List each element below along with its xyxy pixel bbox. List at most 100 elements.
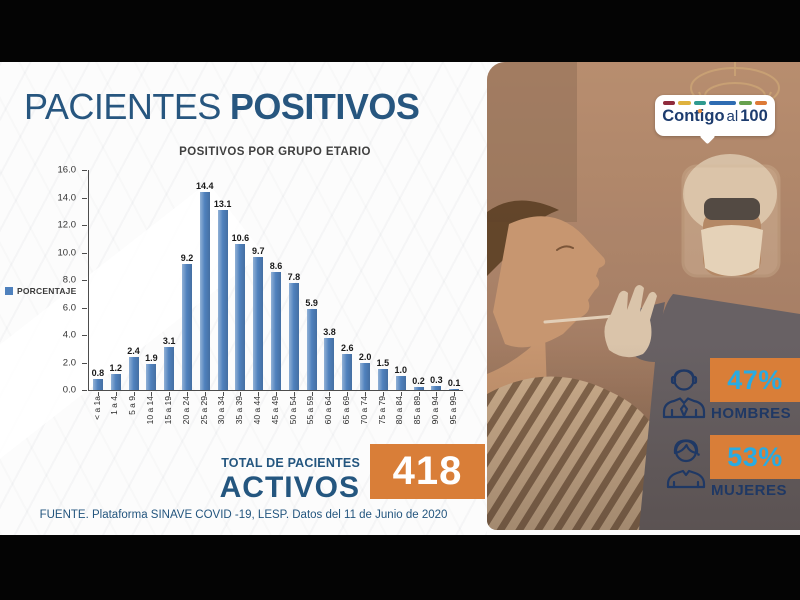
bar xyxy=(271,271,282,390)
x-slot: 55 a 59 xyxy=(302,396,320,448)
legend-swatch xyxy=(5,287,13,295)
x-tick-label: 20 a 24 xyxy=(180,396,191,425)
bar xyxy=(360,362,371,390)
y-tick-label: 0.0 xyxy=(62,384,76,396)
logo-word-contigo: Contigo xyxy=(662,107,725,125)
x-tick-label: 30 a 34 xyxy=(216,396,227,425)
bar-value-label: 7.8 xyxy=(287,271,301,282)
y-tick-label: 6.0 xyxy=(62,301,76,313)
page-title-regular: PACIENTES xyxy=(24,86,221,127)
x-tick-label: 35 a 39 xyxy=(234,396,245,425)
bar xyxy=(235,244,246,390)
x-slot: 95 a 99 xyxy=(444,396,462,448)
chart-legend: PORCENTAJE xyxy=(5,286,76,296)
x-slot: 30 a 34 xyxy=(213,396,231,448)
x-slot: 5 a 9 xyxy=(124,396,142,448)
x-tick-label: 40 a 44 xyxy=(251,396,262,425)
y-tick-mark xyxy=(82,252,87,254)
x-slot: 10 a 14 xyxy=(141,396,159,448)
x-slot: 45 a 49 xyxy=(266,396,284,448)
x-tick-label: 1 a 4 xyxy=(109,396,120,415)
y-tick-mark xyxy=(82,335,87,336)
bar-slot: 2.6 xyxy=(338,170,356,396)
bar xyxy=(217,209,228,390)
mujeres-percent: 53% xyxy=(727,441,783,472)
x-slot: 1 a 4 xyxy=(106,396,124,448)
hombres-value-box: 47% xyxy=(710,358,800,402)
y-tick-mark xyxy=(82,362,87,364)
bar-value-label: 8.6 xyxy=(269,260,283,271)
x-slot: 70 a 74 xyxy=(355,396,373,448)
bar-slot: 0.3 xyxy=(427,170,445,396)
x-tick-label: 55 a 59 xyxy=(305,396,316,425)
x-slot: 15 a 19 xyxy=(159,396,177,448)
bar-slot: 13.1 xyxy=(213,170,232,396)
mujeres-value-box: 53% xyxy=(710,435,800,479)
bar-value-label: 2.4 xyxy=(127,346,140,356)
total-value-box: 418 xyxy=(370,444,485,499)
bar-value-label: 2.6 xyxy=(341,343,354,354)
bar-slot: 14.4 xyxy=(196,170,214,396)
x-tick-label: 80 a 84 xyxy=(394,396,405,425)
bar xyxy=(110,373,121,390)
bar xyxy=(253,256,264,390)
bar-slot: 3.8 xyxy=(321,170,339,396)
bars-row: 0.8 1.2 2.4 1.9 3.1 9.2 14.4 13.1 10.6 9.7 8.6 7.8 5… xyxy=(89,170,463,396)
bar xyxy=(146,363,157,390)
x-tick-label: 95 a 99 xyxy=(447,396,458,425)
y-tick-label: 4.0 xyxy=(62,329,76,341)
bar-slot: 1.2 xyxy=(107,170,125,396)
bar-value-label: 3.1 xyxy=(162,336,176,347)
y-axis: 16.0 14.0 12.0 10.0 8.0 6.0 4.0 2.0 0.0 xyxy=(44,165,82,394)
bar-value-label: 3.8 xyxy=(323,326,336,337)
x-slot: 75 a 79 xyxy=(373,396,391,448)
bar-value-label: 9.2 xyxy=(180,252,194,263)
bar xyxy=(128,357,139,390)
logo-i-dot-accent xyxy=(698,109,702,113)
logo-dash xyxy=(663,101,676,105)
bar-slot: 5.9 xyxy=(303,170,321,396)
logo-word-al: al xyxy=(726,108,739,125)
bar xyxy=(181,263,192,390)
x-axis-labels: < a 1a 1 a 4 5 a 9 10 a 14 15 a 19 20 a 24 25 … xyxy=(88,396,462,448)
logo-text: Contigo al 100 xyxy=(655,107,775,126)
man-icon xyxy=(662,369,706,419)
x-slot: 50 a 54 xyxy=(284,396,302,448)
logo-dash xyxy=(739,101,752,105)
y-tick-mark xyxy=(82,307,87,309)
bar xyxy=(199,192,210,390)
bar-slot: 9.7 xyxy=(249,170,267,396)
x-slot: 65 a 69 xyxy=(337,396,355,448)
x-tick-label: 45 a 49 xyxy=(269,396,280,425)
logo-dash xyxy=(709,101,737,105)
bar-slot: 0.2 xyxy=(410,170,428,396)
y-tick-mark xyxy=(82,225,87,226)
bar-slot: 8.6 xyxy=(267,170,285,396)
bar-value-label: 0.1 xyxy=(447,377,461,388)
x-slot: < a 1a xyxy=(88,396,106,448)
x-tick-label: 65 a 69 xyxy=(341,396,352,425)
x-slot: 35 a 39 xyxy=(231,396,249,448)
bar-value-label: 0.2 xyxy=(412,376,425,387)
bar-slot: 1.9 xyxy=(142,170,160,396)
y-tick-label: 10.0 xyxy=(57,246,77,258)
bar-value-label: 0.3 xyxy=(430,374,443,385)
x-tick-label: 85 a 89 xyxy=(412,396,423,425)
bar-slot: 2.4 xyxy=(125,170,143,396)
logo-dashes xyxy=(663,101,767,105)
x-slot: 25 a 29 xyxy=(195,396,213,448)
bar-value-label: 9.7 xyxy=(251,245,265,256)
bar-slot: 10.6 xyxy=(232,170,250,396)
total-label-line1: TOTAL DE PACIENTES xyxy=(221,456,360,470)
x-tick-label: 25 a 29 xyxy=(198,396,209,425)
bar-value-label: 1.9 xyxy=(145,352,158,363)
logo-dash xyxy=(693,101,707,105)
total-value: 418 xyxy=(392,449,463,493)
bar-slot: 3.1 xyxy=(160,170,178,396)
hombres-percent: 47% xyxy=(727,364,783,395)
hombres-label: HOMBRES xyxy=(711,405,792,422)
bar-value-label: 13.1 xyxy=(213,198,232,209)
x-slot: 80 a 84 xyxy=(391,396,409,448)
total-patients-label: TOTAL DE PACIENTES ACTIVOS xyxy=(220,456,360,503)
bar-value-label: 2.0 xyxy=(358,351,372,362)
